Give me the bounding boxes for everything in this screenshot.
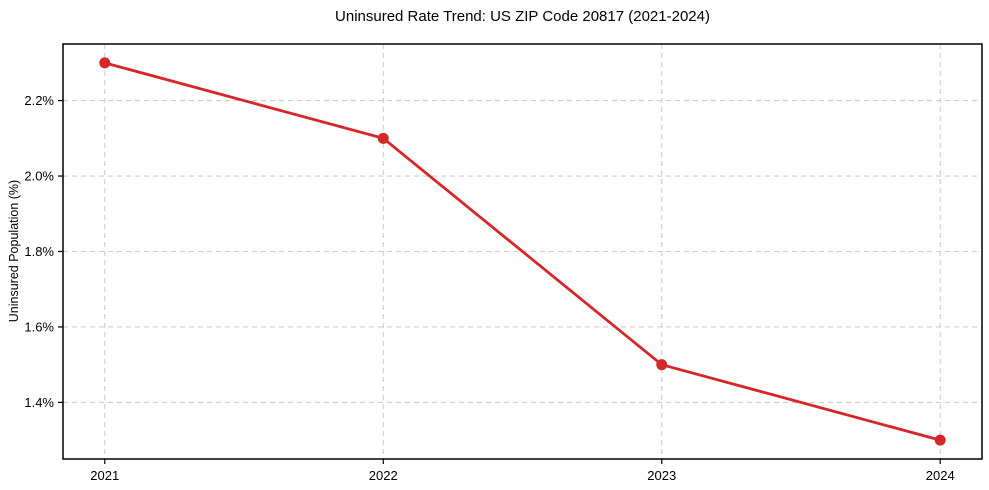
data-point	[656, 359, 668, 371]
y-tick-label: 1.8%	[24, 244, 54, 259]
x-tick-label: 2024	[926, 468, 955, 483]
y-tick-label: 1.6%	[24, 319, 54, 334]
x-tick-label: 2023	[647, 468, 676, 483]
data-point	[377, 132, 389, 144]
y-tick-label: 1.4%	[24, 395, 54, 410]
y-tick-label: 2.0%	[24, 169, 54, 184]
plot-border	[62, 43, 983, 460]
chart-title: Uninsured Rate Trend: US ZIP Code 20817 …	[335, 8, 710, 25]
x-tick-label: 2021	[90, 468, 119, 483]
x-tick-label: 2022	[369, 468, 398, 483]
trend-line	[103, 61, 942, 442]
data-point	[99, 57, 111, 69]
data-point	[934, 434, 946, 446]
y-tick-label: 2.2%	[24, 93, 54, 108]
